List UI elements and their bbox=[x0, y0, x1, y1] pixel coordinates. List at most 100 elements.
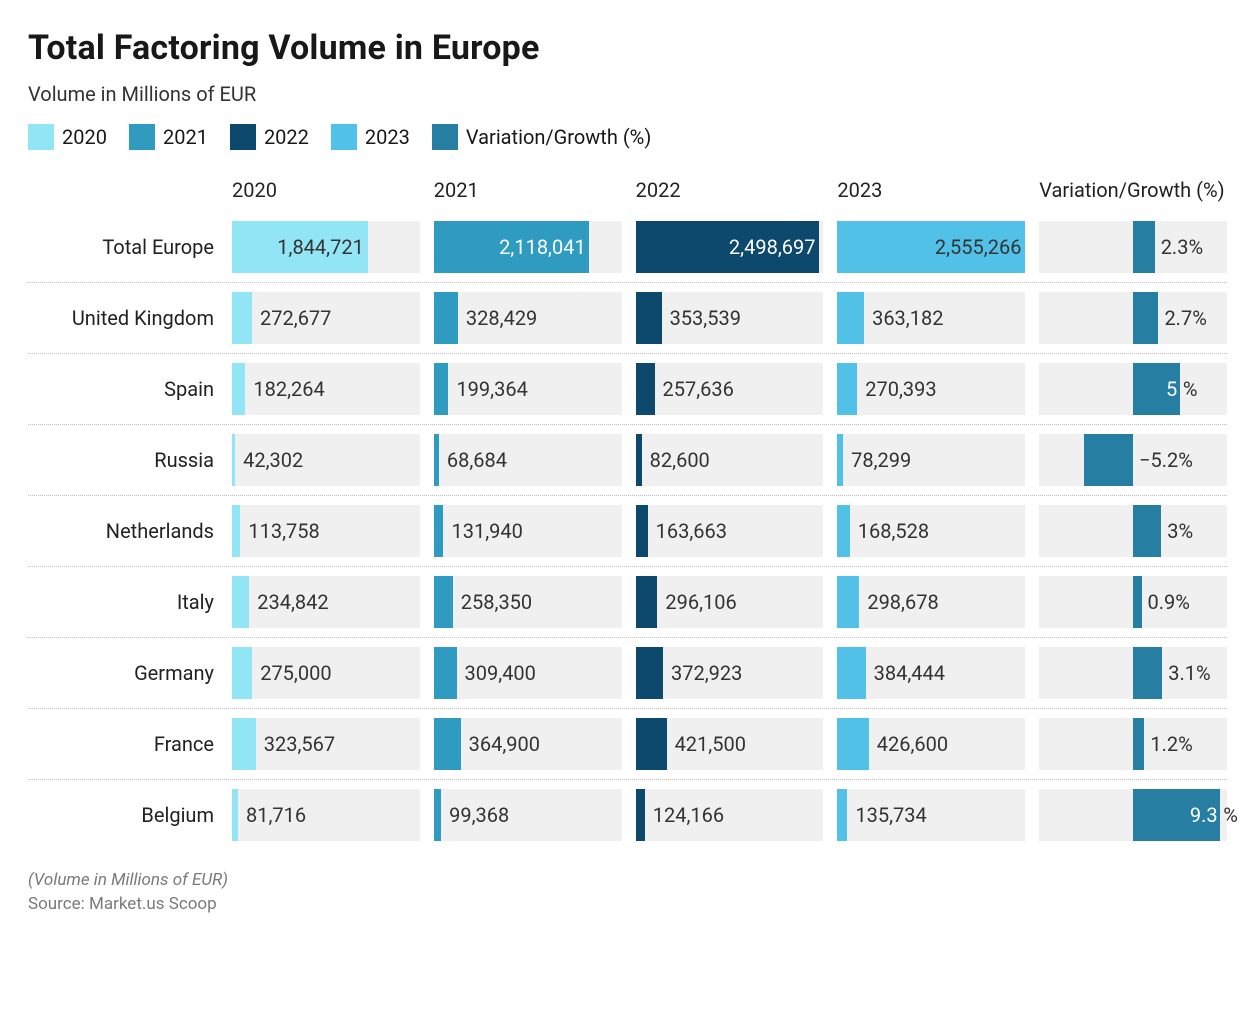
bar-cell: 42,302 bbox=[232, 434, 420, 486]
growth-value: 2.3% bbox=[1161, 235, 1203, 259]
bar-value: 199,364 bbox=[456, 377, 527, 401]
bar-value: 68,684 bbox=[447, 448, 507, 472]
legend-label: 2021 bbox=[163, 125, 208, 149]
bar-value: 42,302 bbox=[243, 448, 303, 472]
legend-swatch bbox=[432, 124, 458, 150]
bar-cell: 99,368 bbox=[434, 789, 622, 841]
column-header: 2022 bbox=[636, 178, 824, 202]
legend-swatch bbox=[230, 124, 256, 150]
table-row: Italy 234,842 258,350 296,106298,678 0.9% bbox=[28, 566, 1227, 637]
bar-value: 364,900 bbox=[469, 732, 540, 756]
bar-value: 168,528 bbox=[858, 519, 929, 543]
bar-value: 384,444 bbox=[874, 661, 945, 685]
bar-cell: 275,000 bbox=[232, 647, 420, 699]
bar-cell: 328,429 bbox=[434, 292, 622, 344]
bar-fill bbox=[837, 789, 847, 841]
bar-fill bbox=[636, 576, 658, 628]
bar-cell: 131,940 bbox=[434, 505, 622, 557]
growth-value: −5.2% bbox=[1139, 448, 1193, 472]
footnote: (Volume in Millions of EUR) bbox=[28, 870, 1227, 890]
bar-value: 353,539 bbox=[670, 306, 741, 330]
bar-cell: 234,842 bbox=[232, 576, 420, 628]
chart-subtitle: Volume in Millions of EUR bbox=[28, 82, 1227, 106]
bar-fill bbox=[232, 789, 238, 841]
bar-value: 2,498,697 bbox=[729, 235, 816, 259]
bar-cell: 81,716 bbox=[232, 789, 420, 841]
bar-value: 2,555,266 bbox=[935, 235, 1022, 259]
bar-fill bbox=[636, 363, 655, 415]
legend-item: 2022 bbox=[230, 124, 309, 150]
growth-bar bbox=[1133, 292, 1158, 344]
bar-fill bbox=[434, 576, 453, 628]
bar-cell: 113,758 bbox=[232, 505, 420, 557]
growth-value: 3% bbox=[1167, 519, 1193, 543]
bar-value: 1,844,721 bbox=[277, 235, 364, 259]
bar-fill bbox=[434, 505, 444, 557]
bar-fill bbox=[837, 647, 865, 699]
bar-fill bbox=[636, 647, 663, 699]
bar-cell: 298,678 bbox=[837, 576, 1025, 628]
bar-cell: 199,364 bbox=[434, 363, 622, 415]
row-label: Netherlands bbox=[28, 519, 218, 543]
growth-value: 0.9% bbox=[1148, 590, 1190, 614]
legend-swatch bbox=[129, 124, 155, 150]
bar-value: 2,118,041 bbox=[499, 235, 586, 259]
growth-bar bbox=[1133, 647, 1162, 699]
bar-fill bbox=[232, 434, 235, 486]
bar-cell: 426,600 bbox=[837, 718, 1025, 770]
bar-value: 78,299 bbox=[851, 448, 911, 472]
row-label: Italy bbox=[28, 590, 218, 614]
bar-cell: 182,264 bbox=[232, 363, 420, 415]
row-label: Spain bbox=[28, 377, 218, 401]
bar-cell: 1,844,721 bbox=[232, 221, 420, 273]
bar-fill bbox=[232, 647, 252, 699]
legend-label: 2023 bbox=[365, 125, 410, 149]
bar-cell: 163,663 bbox=[636, 505, 824, 557]
bar-cell: 364,900 bbox=[434, 718, 622, 770]
bar-fill bbox=[232, 505, 240, 557]
bar-fill bbox=[837, 718, 868, 770]
bar-value: 372,923 bbox=[671, 661, 742, 685]
bar-value: 182,264 bbox=[253, 377, 324, 401]
bar-cell: 323,567 bbox=[232, 718, 420, 770]
bar-table-chart: 2020202120222023Variation/Growth (%) Tot… bbox=[28, 172, 1227, 850]
bar-cell: 135,734 bbox=[837, 789, 1025, 841]
bar-value: 163,663 bbox=[656, 519, 727, 543]
table-row: Spain182,264199,364257,636270,3935% bbox=[28, 353, 1227, 424]
growth-cell: −5.2% bbox=[1039, 434, 1227, 486]
bar-value: 363,182 bbox=[872, 306, 943, 330]
bar-fill bbox=[434, 647, 457, 699]
growth-bar bbox=[1133, 505, 1161, 557]
growth-value: 3.1% bbox=[1168, 661, 1210, 685]
bar-fill bbox=[837, 505, 849, 557]
bar-cell: 384,444 bbox=[837, 647, 1025, 699]
bar-cell: 68,684 bbox=[434, 434, 622, 486]
table-row: Total Europe1,844,7212,118,0412,498,6972… bbox=[28, 212, 1227, 282]
legend-swatch bbox=[28, 124, 54, 150]
bar-fill bbox=[434, 789, 441, 841]
row-label: United Kingdom bbox=[28, 306, 218, 330]
growth-value: 2.7% bbox=[1164, 306, 1206, 330]
row-label: Russia bbox=[28, 448, 218, 472]
row-label: Germany bbox=[28, 661, 218, 685]
bar-value: 124,166 bbox=[653, 803, 724, 827]
bar-cell: 296,106 bbox=[636, 576, 824, 628]
bar-fill bbox=[232, 292, 252, 344]
data-rows: Total Europe1,844,7212,118,0412,498,6972… bbox=[28, 212, 1227, 850]
bar-cell: 372,923 bbox=[636, 647, 824, 699]
legend-label: 2022 bbox=[264, 125, 309, 149]
bar-value: 270,393 bbox=[865, 377, 936, 401]
bar-cell: 272,677 bbox=[232, 292, 420, 344]
bar-fill bbox=[232, 363, 245, 415]
legend-label: Variation/Growth (%) bbox=[466, 125, 651, 149]
legend-swatch bbox=[331, 124, 357, 150]
growth-cell: 5% bbox=[1039, 363, 1227, 415]
legend-item: 2023 bbox=[331, 124, 410, 150]
bar-fill bbox=[837, 576, 859, 628]
growth-cell: 9.3% bbox=[1039, 789, 1227, 841]
bar-value: 99,368 bbox=[449, 803, 509, 827]
bar-value: 258,350 bbox=[461, 590, 532, 614]
bar-cell: 2,118,041 bbox=[434, 221, 622, 273]
bar-fill bbox=[636, 505, 648, 557]
table-row: France323,567364,900421,500426,6001.2% bbox=[28, 708, 1227, 779]
